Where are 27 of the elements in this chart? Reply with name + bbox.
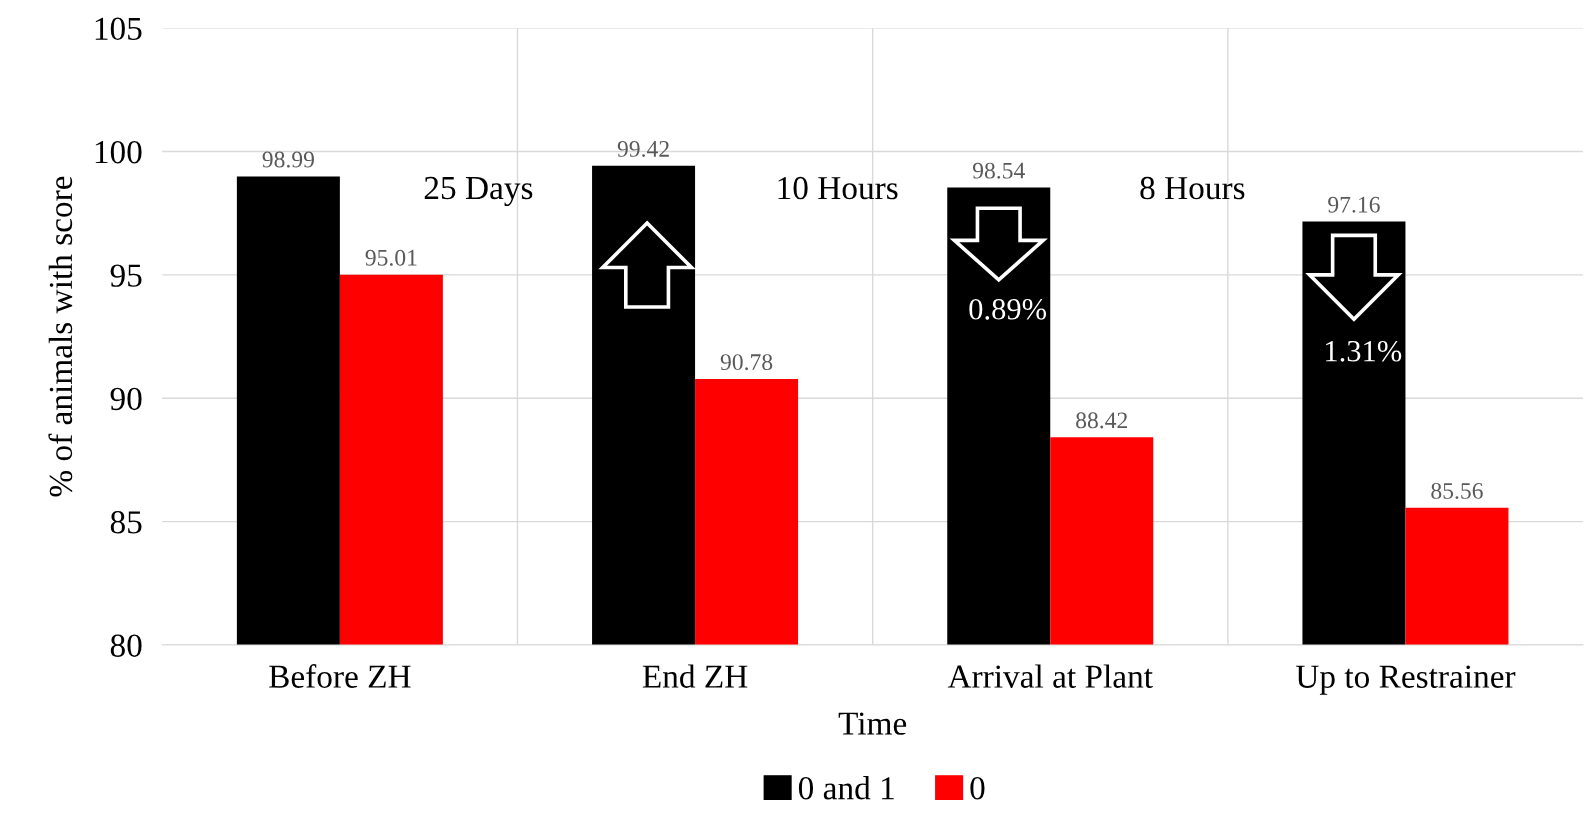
annotation: 25 Days [424, 176, 533, 207]
annotation: 8 Hours [1140, 176, 1245, 200]
legend-label: 0 and 1 [798, 776, 894, 800]
data-label: 85.56 [1431, 482, 1483, 499]
data-label: 99.42 [617, 141, 669, 157]
y-tick-label: 95 [110, 264, 142, 287]
y-tick-label: 80 [110, 634, 142, 657]
y-tick-label: 100 [95, 140, 142, 164]
data-label: 97.16 [1328, 196, 1380, 213]
data-label: 88.42 [1076, 412, 1128, 429]
x-tick-label: Arrival at Plant [947, 664, 1153, 688]
data-label: 98.54 [972, 162, 1025, 179]
annotation: 1.31% [1326, 340, 1402, 362]
y-axis-title: % of animals with score [48, 176, 73, 497]
x-tick-label: Before ZH [269, 664, 411, 688]
data-label: 90.78 [720, 354, 773, 371]
annotation: 10 Hours [778, 176, 898, 200]
y-tick-label: 90 [110, 387, 142, 411]
x-axis-title: Time [838, 712, 907, 735]
x-tick-label: Up to Restrainer [1295, 665, 1516, 695]
y-tick-label: 105 [95, 17, 142, 41]
annotation: 0.89% [969, 298, 1047, 320]
data-label: 98.99 [262, 151, 314, 168]
x-tick-label: End ZH [642, 664, 748, 688]
data-label: 95.01 [365, 249, 417, 266]
y-tick-label: 85 [110, 511, 142, 534]
legend-label: 0 [970, 777, 985, 800]
